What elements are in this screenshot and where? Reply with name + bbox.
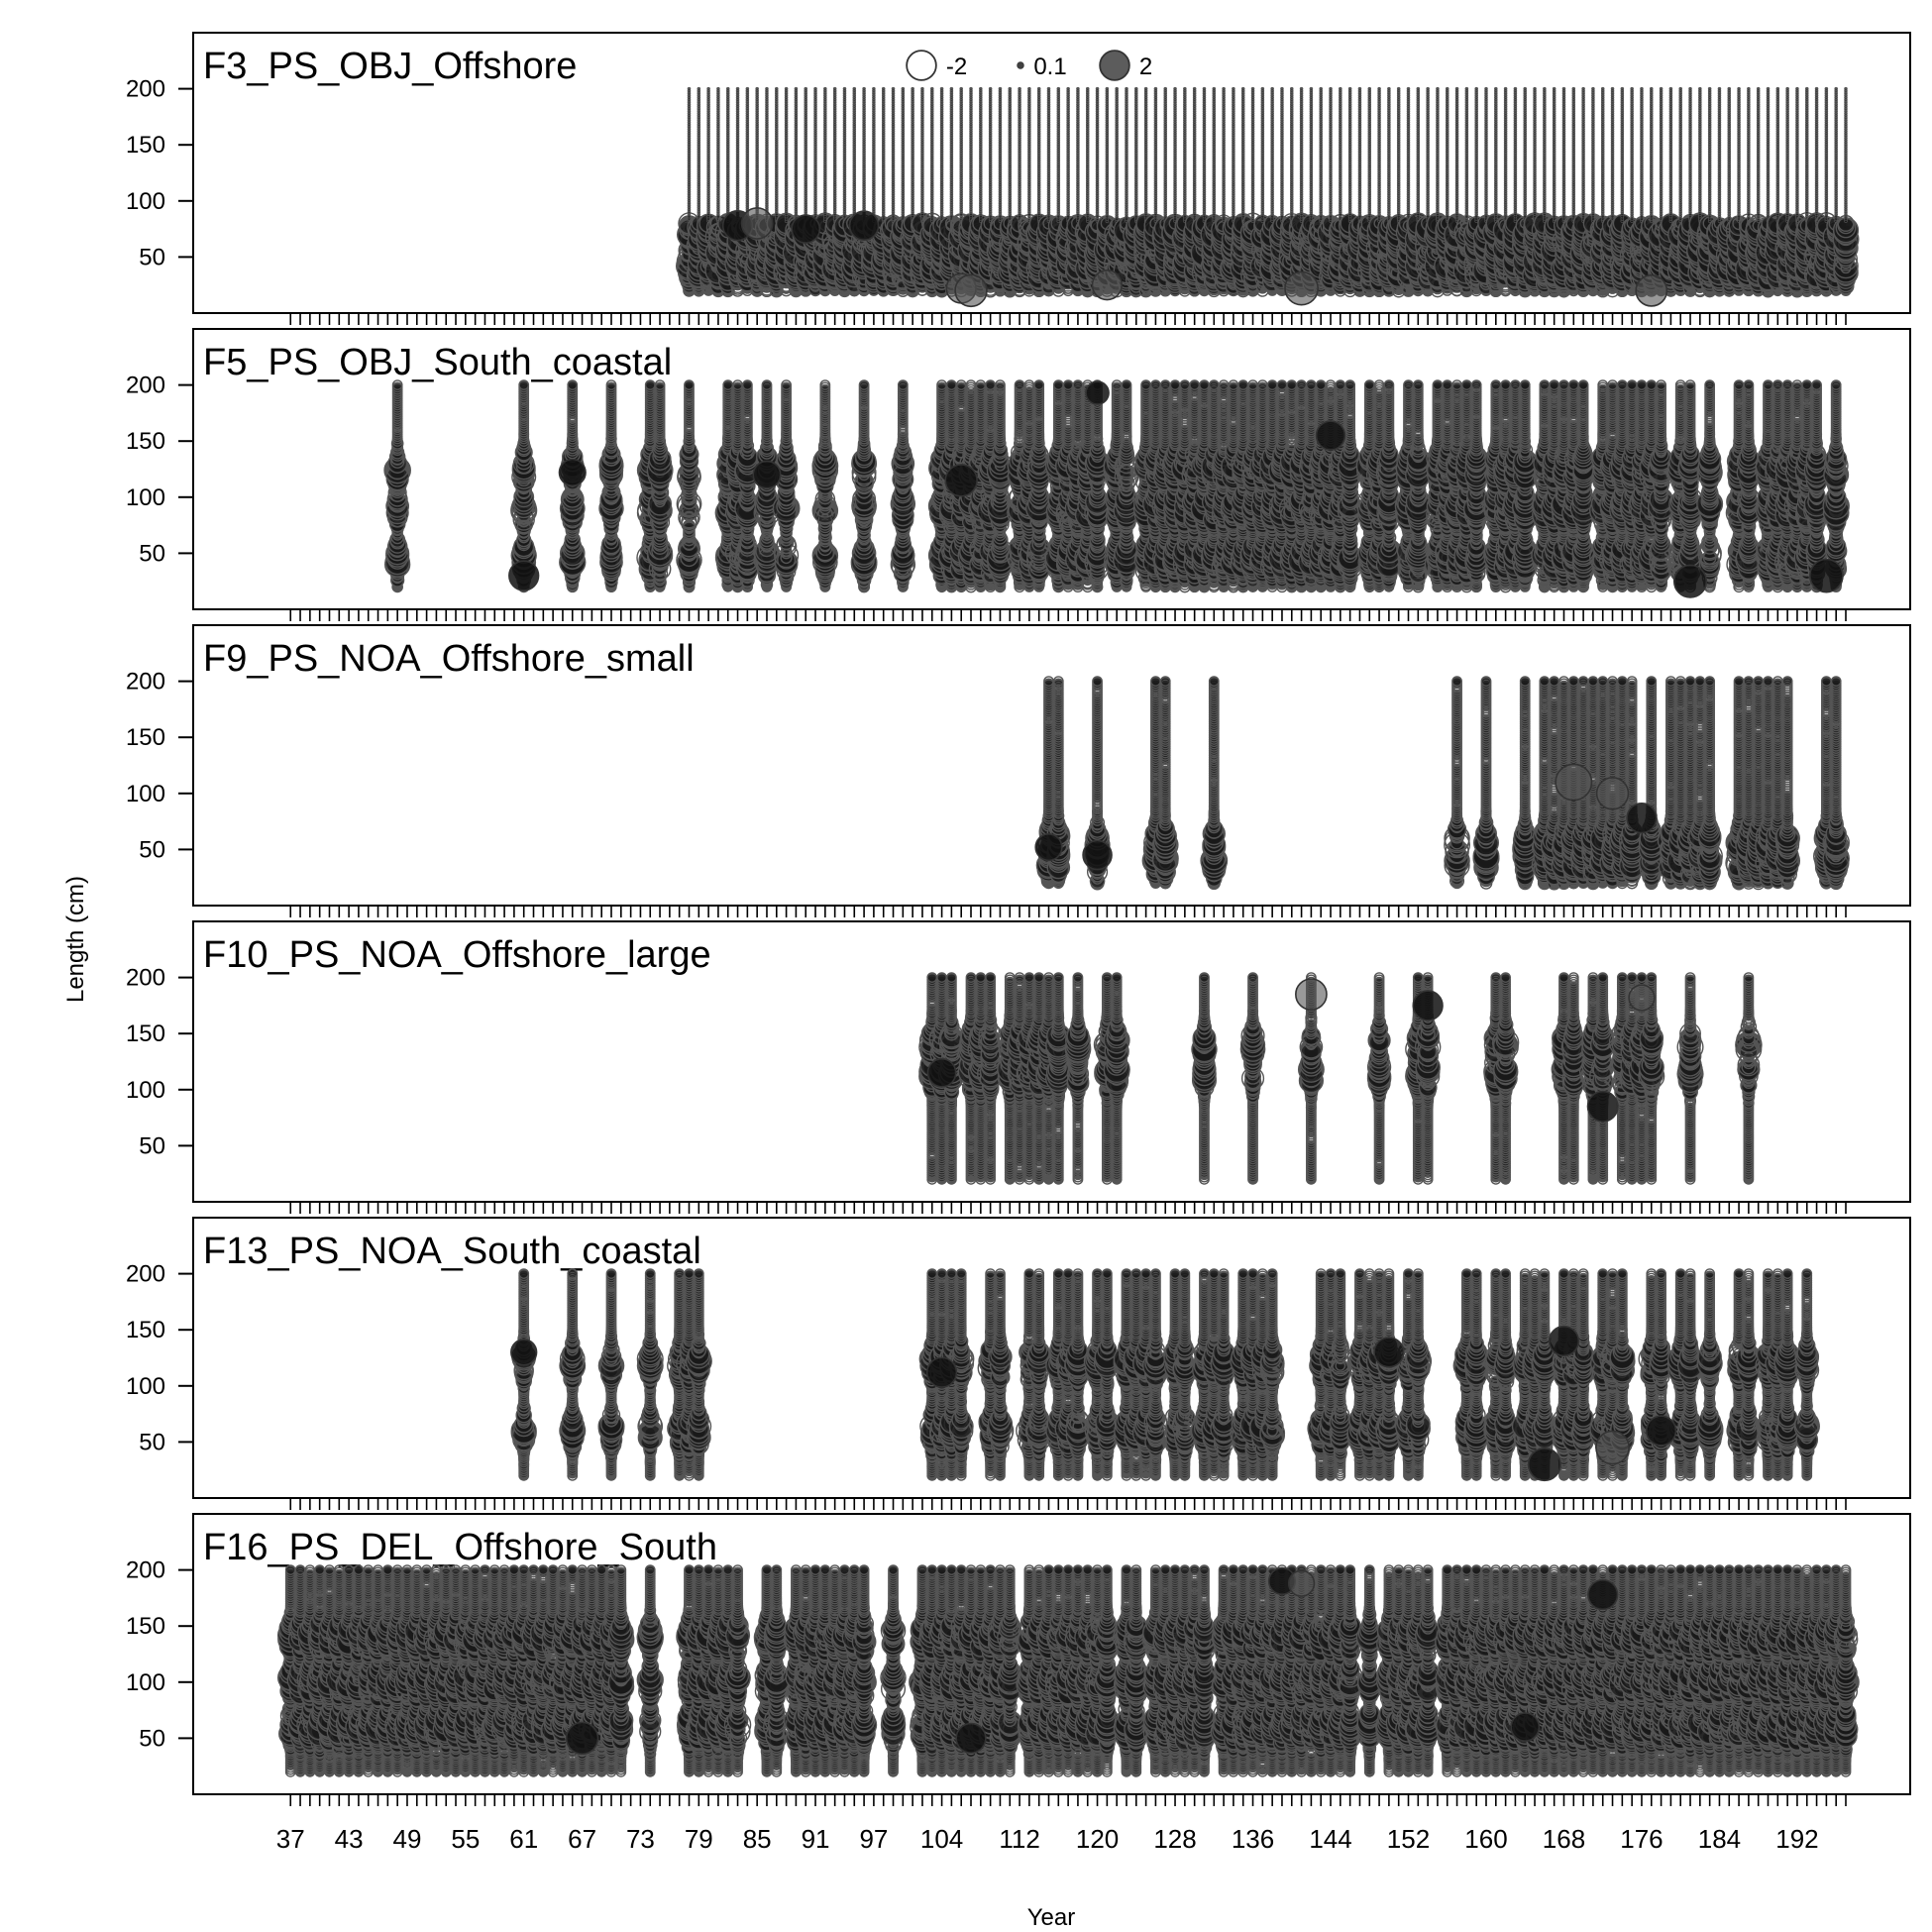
residual-point [784,86,789,91]
residual-point [1163,86,1168,91]
residual-point [775,86,779,91]
y-tick-label: 150 [126,132,165,159]
residual-point [1008,86,1013,91]
residual-point [706,86,710,91]
residual-point [832,86,837,91]
residual-point [716,86,720,91]
residual-point [969,86,973,91]
y-tick-label: 200 [126,76,165,103]
residual-point [1183,86,1187,91]
residual-point [1066,86,1070,91]
residual-point [735,86,740,91]
residual-point [901,86,906,91]
residual-point [1018,86,1021,91]
residual-point [813,86,817,91]
residual-point [1105,86,1110,91]
residual-points [675,86,1860,308]
residual-point [1143,86,1148,91]
residual-point [920,86,924,91]
residual-point [988,86,993,91]
residual-point [1095,86,1100,91]
residual-point [979,86,983,91]
residual-point [949,86,954,91]
residual-point [998,86,1003,91]
residual-point [823,86,827,91]
y-tick-label: 50 [139,244,165,270]
residual-point [1085,86,1090,91]
residual-point [1036,86,1041,91]
residual-point [881,86,886,91]
panel-title: F3_PS_OBJ_Offshore [203,46,577,87]
panel-1: F3_PS_OBJ_Offshore 50 100 150 200 [126,32,1911,325]
residual-point [1134,86,1138,91]
residual-point [842,86,847,91]
residual-point [1173,86,1177,91]
residual-point [929,86,934,91]
residual-point [794,86,799,91]
residual-point [862,86,866,91]
residual-point [697,86,701,91]
residual-point [1192,86,1197,91]
residual-point [765,86,769,91]
residual-point [939,86,944,91]
y-tick-label: 100 [126,188,165,215]
residual-point [687,86,692,91]
residual-point [1056,86,1061,91]
residual-point [1125,86,1128,91]
residual-point [755,86,759,91]
residual-point [1046,86,1051,91]
residual-point [1027,86,1031,91]
residual-point [804,86,808,91]
residual-point [1115,86,1119,91]
residual-point [745,86,750,91]
residual-point [1153,86,1158,91]
residual-point [911,86,914,91]
residual-point [891,86,896,91]
year-ticks [289,313,1847,325]
residual-point [1076,86,1080,91]
panels-layer: F3_PS_OBJ_Offshore50100150200F5_PS_OBJ_S… [126,32,1911,1806]
residual-point [852,86,857,91]
residual-point [725,86,730,91]
residual-point [959,86,963,91]
residual-point [872,86,876,91]
